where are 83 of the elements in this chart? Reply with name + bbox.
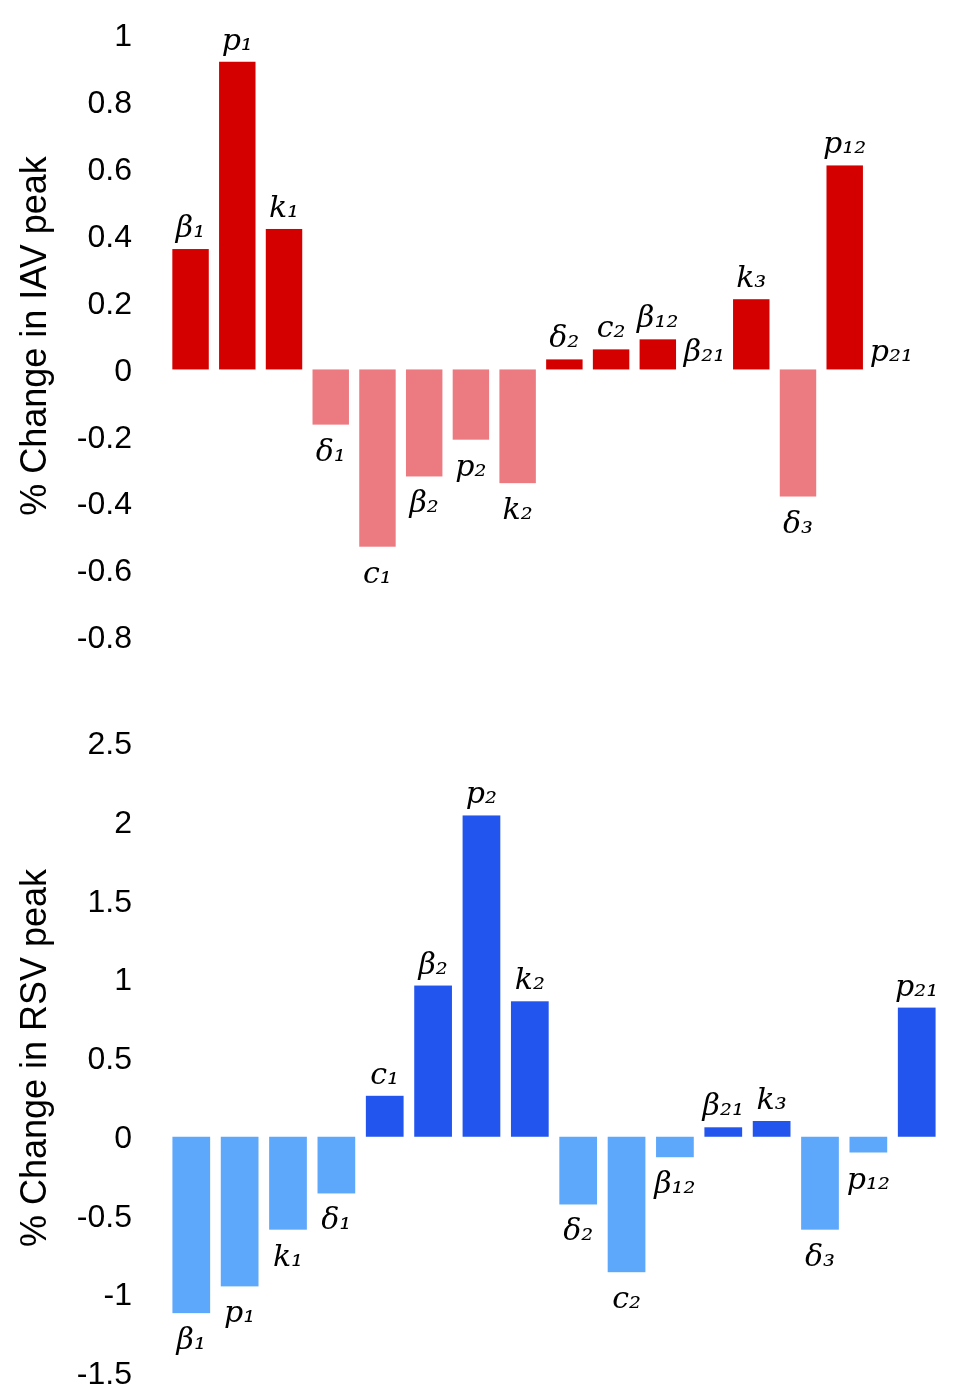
bar <box>220 1136 259 1287</box>
y-tick-label: 0.4 <box>87 217 132 254</box>
x-tick-label: p₁₂ <box>823 125 867 161</box>
y-axis-title: % Change in RSV peak <box>13 867 54 1248</box>
x-tick-label: p₂₁ <box>895 967 939 1003</box>
bar <box>801 1136 839 1230</box>
x-tick-label: β₂ <box>408 484 439 520</box>
bar <box>656 1136 694 1158</box>
x-tick-label: p₂₁ <box>869 333 914 369</box>
bar <box>359 369 396 547</box>
y-tick-label: -0.5 <box>76 1197 132 1234</box>
x-tick-label: δ₃ <box>782 504 814 540</box>
y-tick-label: 1 <box>114 961 132 998</box>
x-tick-label: c₂ <box>596 309 626 345</box>
bar <box>269 1136 307 1230</box>
x-tick-label: k₂ <box>514 961 545 997</box>
x-tick-label: p₁ <box>224 1294 256 1330</box>
bar <box>592 349 630 370</box>
bar <box>704 1127 743 1137</box>
x-tick-label: β₁ <box>174 209 206 245</box>
x-tick-label: c₁ <box>370 1055 400 1091</box>
bar <box>312 369 349 425</box>
x-tick-label: k₂ <box>502 491 533 527</box>
x-tick-label: β₁ <box>175 1321 206 1357</box>
x-tick-label: β₁₂ <box>653 1165 696 1201</box>
x-tick-label: p₂ <box>465 775 498 811</box>
y-axis-title: % Change in IAV peak <box>13 155 54 516</box>
y-tick-label: 0.5 <box>87 1040 132 1077</box>
bar <box>317 1136 356 1194</box>
bar <box>639 339 677 370</box>
x-tick-label: p₁ <box>221 21 253 57</box>
y-tick-label: 0.6 <box>87 150 132 187</box>
y-tick-label: 0.8 <box>87 84 132 121</box>
x-tick-label: k₃ <box>756 1081 787 1116</box>
x-tick-label: k₃ <box>736 259 767 295</box>
bar <box>752 1121 791 1137</box>
bar <box>607 1136 646 1273</box>
y-tick-label: 0.2 <box>87 284 132 321</box>
x-tick-label: c₂ <box>612 1280 641 1316</box>
bar <box>897 1007 936 1137</box>
x-tick-label: β₂₁ <box>682 333 726 369</box>
y-tick-label: -0.6 <box>76 552 132 589</box>
bar <box>265 228 303 370</box>
x-tick-label: δ₁ <box>315 432 346 468</box>
bar <box>414 985 452 1137</box>
y-tick-label: -0.2 <box>76 418 132 455</box>
bar <box>499 369 536 484</box>
y-tick-label: 0 <box>114 1118 132 1155</box>
bar <box>405 369 443 477</box>
x-tick-label: β₂₁ <box>701 1087 744 1123</box>
y-tick-label: -1 <box>103 1276 132 1313</box>
x-tick-label: β₁₂ <box>636 299 679 335</box>
bar <box>219 61 256 370</box>
bar <box>826 165 863 370</box>
x-tick-label: k₁ <box>268 188 300 224</box>
bar <box>172 1136 211 1314</box>
bar <box>172 249 209 370</box>
x-tick-label: β₂ <box>417 945 448 981</box>
bar <box>779 369 817 497</box>
bar <box>559 1136 598 1205</box>
bar <box>462 815 501 1137</box>
x-tick-label: δ₂ <box>563 1212 594 1248</box>
y-tick-label: -0.8 <box>76 619 132 656</box>
bar <box>546 359 583 370</box>
x-tick-label: p₂ <box>455 447 487 483</box>
y-tick-label: 1 <box>114 17 132 54</box>
y-tick-label: -1.5 <box>76 1355 132 1392</box>
bar <box>510 1001 549 1137</box>
x-tick-label: k₁ <box>272 1237 304 1273</box>
x-tick-label: δ₃ <box>804 1237 836 1273</box>
x-tick-label: c₁ <box>363 554 392 590</box>
bar <box>365 1095 404 1137</box>
y-tick-label: 1.5 <box>87 882 132 919</box>
y-tick-label: 2.5 <box>87 725 132 762</box>
x-tick-label: δ₁ <box>321 1201 352 1237</box>
bar <box>452 369 490 440</box>
y-tick-label: 0 <box>114 351 132 388</box>
x-tick-label: p₁₂ <box>846 1160 890 1196</box>
x-tick-label: δ₂ <box>549 319 580 355</box>
bar <box>849 1136 888 1153</box>
y-tick-label: 2 <box>114 803 132 840</box>
bar <box>733 299 770 370</box>
y-tick-label: -0.4 <box>76 485 132 522</box>
